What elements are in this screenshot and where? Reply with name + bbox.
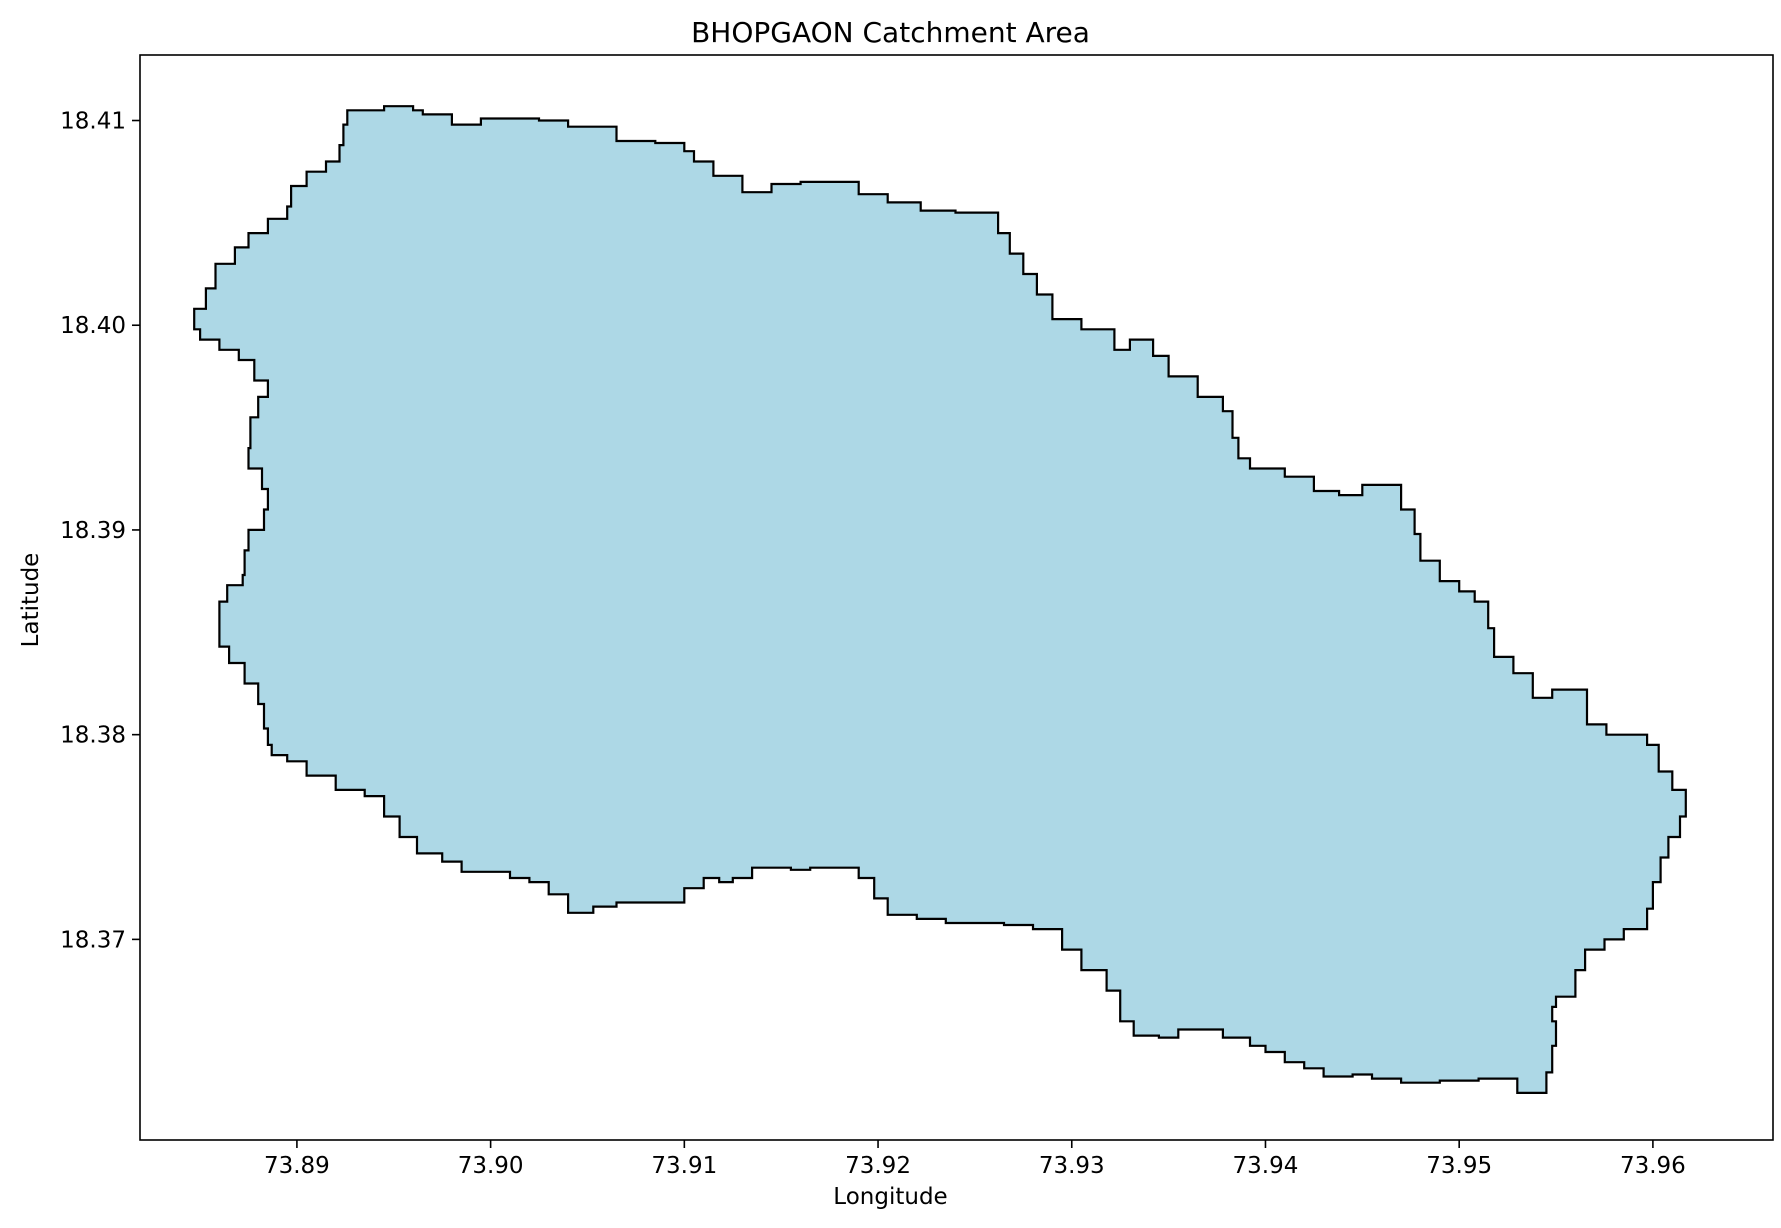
x-tick-label: 73.96: [1620, 1153, 1686, 1179]
x-tick-label: 73.95: [1426, 1153, 1492, 1179]
x-tick-label: 73.91: [651, 1153, 717, 1179]
chart-title: BHOPGAON Catchment Area: [691, 16, 1090, 49]
x-tick-label: 73.90: [458, 1153, 524, 1179]
x-tick-label: 73.94: [1233, 1153, 1299, 1179]
x-tick-label: 73.89: [264, 1153, 330, 1179]
y-tick-label: 18.41: [60, 109, 126, 135]
axes: 73.89 73.90 73.91 73.92 73.93 73.94 73.95 73.96…: [60, 54, 1774, 1179]
axes-frame: [139, 54, 1774, 1141]
plot-area: [193, 105, 1687, 1094]
y-axis-label: Latitude: [18, 552, 44, 648]
x-tick-label: 73.92: [845, 1153, 911, 1179]
catchment-polygon: [193, 105, 1687, 1094]
x-axis-label: Longitude: [833, 1184, 948, 1210]
y-tick-label: 18.40: [60, 313, 126, 339]
y-tick-label: 18.38: [60, 723, 126, 749]
y-tick-label: 18.39: [60, 518, 126, 544]
x-tick-label: 73.93: [1039, 1153, 1105, 1179]
y-tick-label: 18.37: [60, 927, 126, 953]
